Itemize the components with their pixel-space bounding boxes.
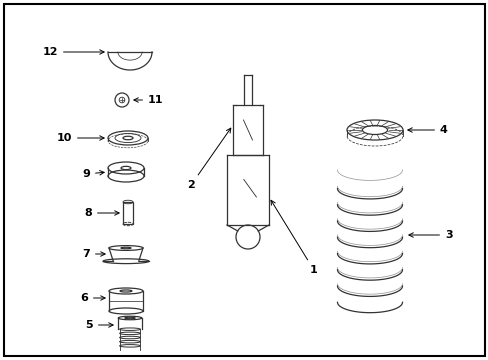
Text: 12: 12 [42, 47, 104, 57]
Text: 5: 5 [85, 320, 113, 330]
Text: 7: 7 [82, 249, 105, 259]
Text: 2: 2 [187, 128, 230, 190]
Bar [123, 202, 133, 224]
Text: 8: 8 [84, 208, 119, 218]
Text: 3: 3 [408, 230, 452, 240]
Text: 9: 9 [82, 169, 104, 179]
Text: 4: 4 [407, 125, 447, 135]
Text: 10: 10 [57, 133, 104, 143]
Text: 11: 11 [134, 95, 163, 105]
Text: 1: 1 [270, 200, 317, 275]
Text: 6: 6 [80, 293, 105, 303]
